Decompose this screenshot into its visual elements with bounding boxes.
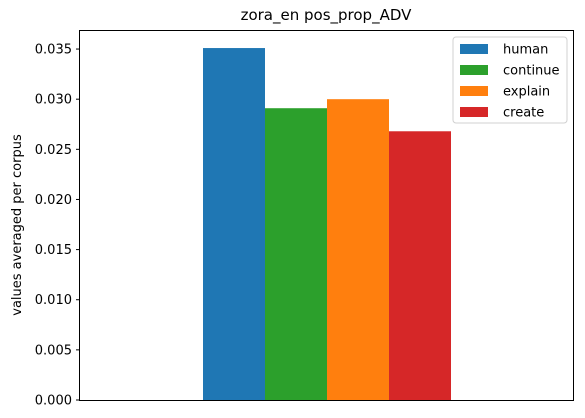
chart-title: zora_en pos_prop_ADV [241, 6, 413, 25]
bars-group [203, 48, 451, 401]
legend-box [452, 36, 568, 124]
y-axis: 0.000 0.005 0.010 0.015 0.020 0.025 0.030 0.035 [35, 43, 80, 409]
plot-frame [79, 30, 574, 401]
legend-label-explain: explain [503, 85, 550, 100]
y-tick-label: 0.000 [35, 394, 72, 409]
legend-label-create: create [503, 106, 544, 121]
legend-swatch-human [460, 44, 488, 54]
y-tick-label: 0.010 [35, 293, 72, 308]
legend-label-continue: continue [503, 64, 560, 79]
y-tick-label: 0.025 [35, 143, 72, 158]
y-tick-label: 0.030 [35, 93, 72, 108]
bar-continue [265, 108, 327, 401]
bar-human [203, 48, 265, 400]
bar-create [389, 131, 451, 401]
y-tick-label: 0.035 [35, 43, 72, 58]
legend-swatch-explain [460, 86, 488, 96]
legend: human continue explain create [452, 36, 568, 124]
y-tick-label: 0.015 [35, 243, 72, 258]
y-axis-label: values averaged per corpus [10, 134, 25, 316]
y-tick-label: 0.005 [35, 343, 72, 358]
legend-swatch-continue [460, 65, 488, 75]
y-tick-label: 0.020 [35, 193, 72, 208]
legend-label-human: human [503, 43, 548, 58]
legend-swatch-create [460, 107, 488, 117]
bar-explain [327, 99, 389, 400]
